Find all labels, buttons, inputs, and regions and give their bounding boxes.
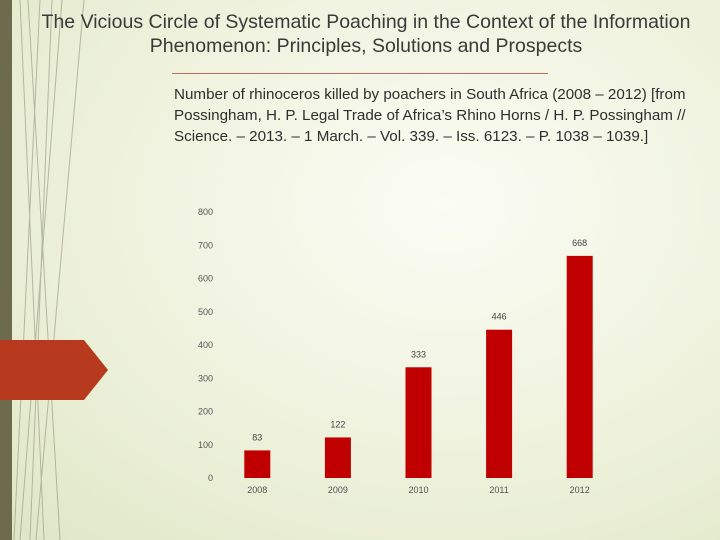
y-tick-label: 400 [198, 340, 213, 350]
bar [486, 329, 513, 478]
y-tick-label: 300 [198, 373, 213, 383]
y-tick-label: 800 [198, 207, 213, 217]
chart-caption: Number of rhinoceros killed by poachers … [174, 86, 686, 145]
x-tick-label: 2010 [408, 485, 428, 495]
data-label: 333 [411, 349, 426, 359]
slide-title: The Vicious Circle of Systematic Poachin… [41, 11, 691, 57]
x-tick-label: 2011 [489, 485, 508, 495]
y-tick-label: 700 [198, 240, 213, 250]
left-accent-bar [0, 0, 12, 540]
data-label: 83 [252, 432, 262, 442]
x-tick-label: 2009 [328, 485, 348, 495]
data-label: 122 [330, 419, 345, 429]
y-tick-label: 500 [198, 307, 213, 317]
x-tick-label: 2012 [570, 485, 590, 495]
bar [566, 255, 593, 478]
bar [405, 367, 432, 478]
data-label: 668 [572, 238, 587, 248]
y-tick-label: 0 [208, 473, 213, 483]
y-tick-label: 200 [198, 407, 213, 417]
bar [244, 450, 271, 478]
title-divider [172, 73, 548, 74]
bar-chart: 0 100 200 300 400 500 600 700 800 83 2008 122 2009 33… [198, 207, 593, 495]
bar [324, 437, 351, 478]
x-tick-label: 2008 [247, 485, 267, 495]
y-tick-label: 600 [198, 274, 213, 284]
data-label: 446 [492, 312, 507, 322]
arrow-shape [0, 340, 108, 400]
y-tick-label: 100 [198, 440, 213, 450]
